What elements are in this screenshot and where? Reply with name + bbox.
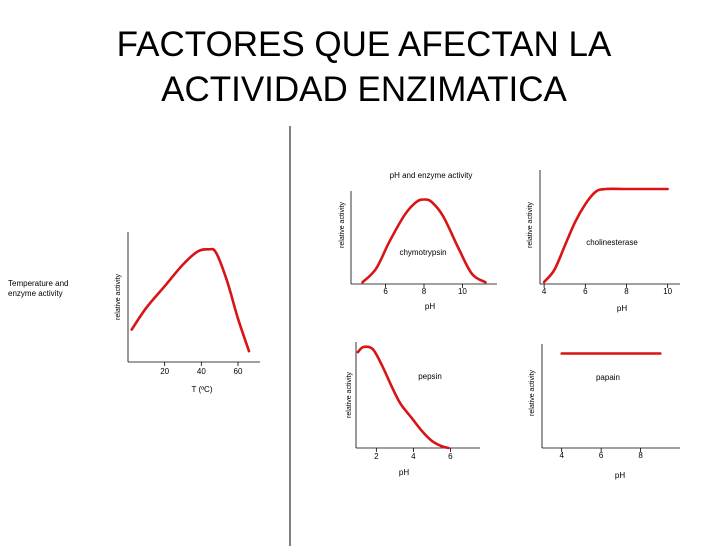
series-label: pepsin xyxy=(418,372,442,381)
x-axis-label: pH xyxy=(425,302,435,311)
x-tick-label: 6 xyxy=(583,287,588,296)
x-axis-label: pH xyxy=(617,304,627,313)
x-axis-label: pH xyxy=(399,468,409,477)
side-label: Temperature and xyxy=(8,279,68,288)
chart-4: 2 4 6 pH relative activity pepsin xyxy=(346,342,480,477)
series-line xyxy=(361,198,487,284)
y-axis-label: relative activity xyxy=(339,202,346,248)
chart-5: 4 6 8 pH relative activity papain xyxy=(529,344,680,480)
chart-title: pH and enzyme activity xyxy=(390,171,473,180)
chart-3: 4 6 8 10 pH relative activity cholinesterase xyxy=(527,170,680,313)
x-tick-label: 40 xyxy=(197,367,206,376)
x-tick-label: 2 xyxy=(374,452,379,461)
series-label: chymotrypsin xyxy=(399,248,446,257)
y-axis-label: relative activity xyxy=(529,370,536,416)
series-line xyxy=(356,345,450,450)
x-tick-label: 6 xyxy=(599,451,604,460)
x-tick-label: 8 xyxy=(624,287,629,296)
y-axis-label: relative activity xyxy=(115,274,122,320)
x-tick-label: 8 xyxy=(422,287,427,296)
chart-2: 6 8 10 pH relative activity pH and enzyme act… xyxy=(339,171,497,311)
x-tick-label: 10 xyxy=(458,287,467,296)
title-line-2: ACTIVIDAD ENZIMATICA xyxy=(161,70,567,109)
series-line xyxy=(542,187,669,284)
series-line xyxy=(130,247,251,353)
chart-1: 20 40 60 T (ºC) relative activity Temperature… xyxy=(8,232,260,394)
x-tick-label: 20 xyxy=(160,367,169,376)
x-tick-label: 60 xyxy=(234,367,243,376)
x-axis-label: T (ºC) xyxy=(192,385,213,394)
x-tick-label: 10 xyxy=(663,287,672,296)
x-tick-label: 6 xyxy=(448,452,453,461)
x-axis-label: pH xyxy=(615,471,625,480)
y-axis-label: relative activity xyxy=(527,202,534,248)
x-tick-label: 8 xyxy=(638,451,643,460)
title-line-1: FACTORES QUE AFECTAN LA xyxy=(116,25,612,64)
slide-title: FACTORES QUE AFECTAN LA ACTIVIDAD ENZIMA… xyxy=(0,22,728,112)
series-label: papain xyxy=(596,373,620,382)
side-label: enzyme activity xyxy=(8,289,63,298)
x-tick-label: 6 xyxy=(383,287,388,296)
plots-group: 20 40 60 T (ºC) relative activity Temperature… xyxy=(8,170,680,480)
y-axis-label: relative activity xyxy=(346,372,353,418)
x-tick-label: 4 xyxy=(559,451,564,460)
x-tick-label: 4 xyxy=(542,287,547,296)
series-label: cholinesterase xyxy=(586,238,638,247)
x-tick-label: 4 xyxy=(411,452,416,461)
